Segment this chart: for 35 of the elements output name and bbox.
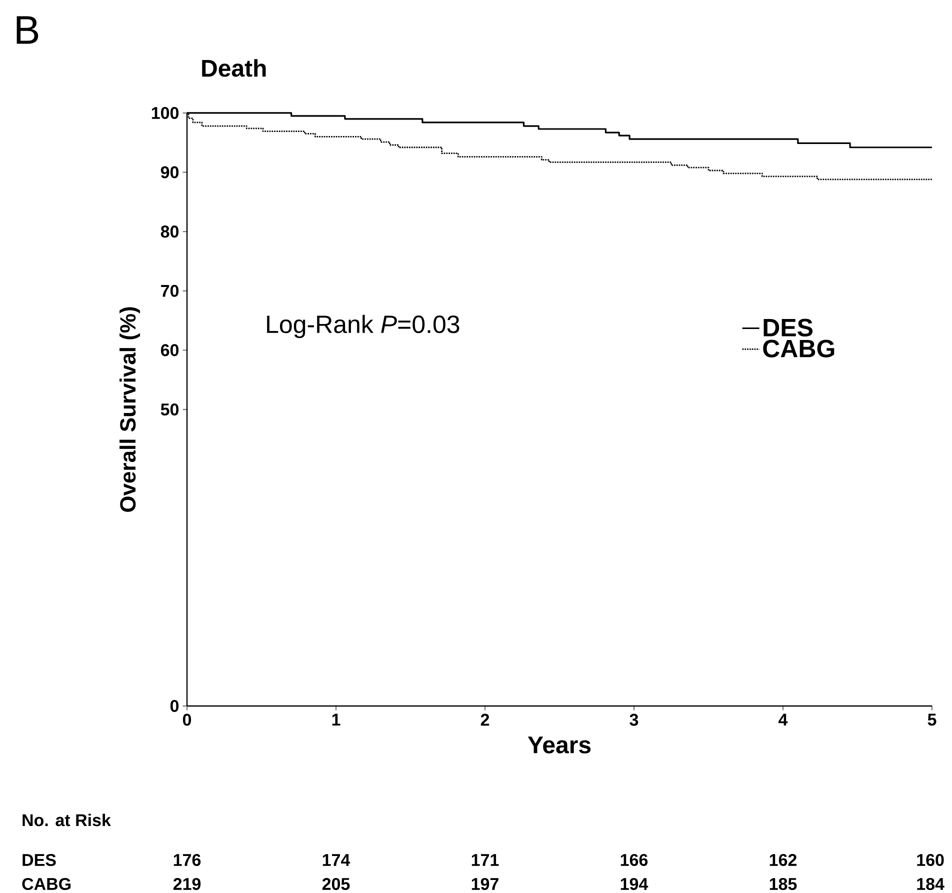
x-tick-label: 0 bbox=[182, 714, 192, 726]
y-tick-label: 0 bbox=[170, 700, 179, 712]
y-axis-title: Overall Survival (%) bbox=[120, 307, 140, 512]
text: 205 bbox=[322, 878, 350, 890]
x-tick-label: 2 bbox=[480, 714, 490, 726]
chart-title: Death bbox=[202, 59, 266, 77]
text: 194 bbox=[620, 878, 648, 890]
text: 174 bbox=[322, 854, 350, 866]
text: CABG bbox=[22, 878, 71, 890]
text: 160 bbox=[917, 854, 944, 866]
text: 185 bbox=[770, 878, 797, 890]
text: 197 bbox=[472, 878, 498, 890]
text: B bbox=[16, 16, 38, 44]
text: 162 bbox=[770, 854, 797, 866]
x-tick-label: 4 bbox=[778, 714, 788, 726]
y-tick-label: 100 bbox=[152, 106, 179, 120]
y-tick-label: 90 bbox=[160, 166, 179, 178]
y-tick-label: 50 bbox=[160, 403, 179, 416]
text: 176 bbox=[174, 854, 201, 866]
annotation: Log-Rank P=0.03 bbox=[267, 314, 460, 338]
text: 219 bbox=[173, 878, 201, 890]
text: 184 bbox=[917, 878, 944, 890]
x-tick-label: 1 bbox=[332, 714, 340, 726]
text: DES bbox=[22, 854, 56, 866]
y-tick-label: 70 bbox=[161, 284, 179, 297]
text: No. at Risk bbox=[22, 814, 111, 826]
text: 171 bbox=[472, 854, 499, 866]
x-tick-label: 3 bbox=[630, 714, 638, 726]
y-tick-label: 60 bbox=[160, 344, 179, 356]
x-tick-label: 5 bbox=[928, 714, 936, 726]
text: 166 bbox=[620, 854, 648, 866]
legend-label: CABG bbox=[763, 340, 834, 358]
x-axis-title: Years bbox=[528, 736, 591, 754]
legend-label: DES bbox=[764, 318, 813, 336]
y-tick-label: 80 bbox=[160, 226, 179, 238]
